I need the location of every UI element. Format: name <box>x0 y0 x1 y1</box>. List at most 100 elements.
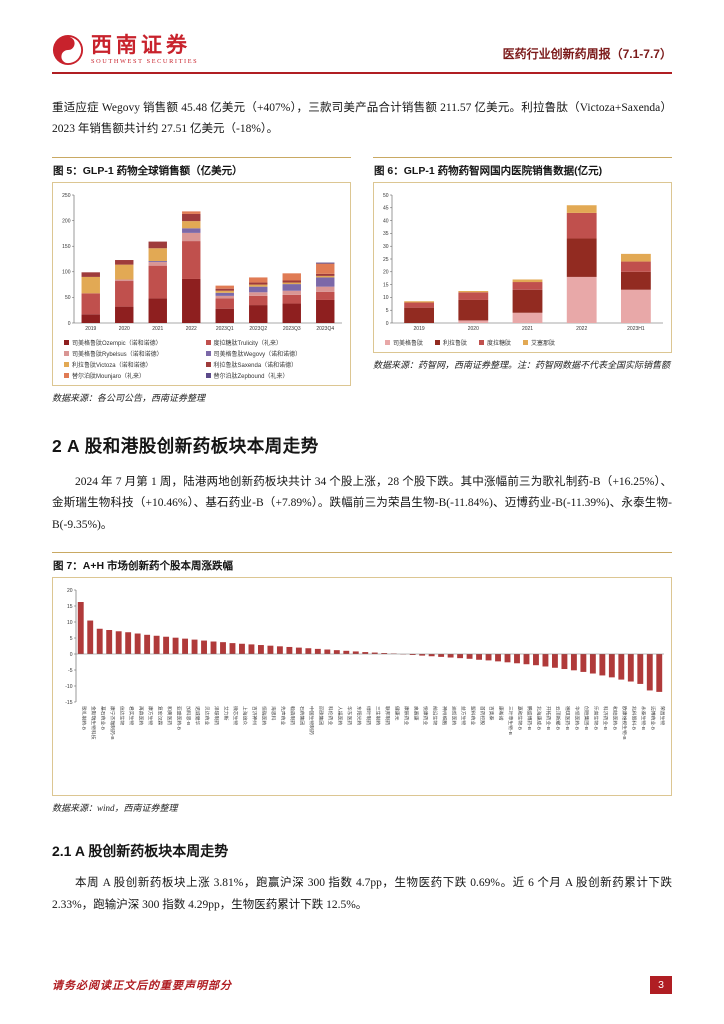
logo-name-en: SOUTHWEST SECURITIES <box>91 57 199 65</box>
svg-text:奥赛康: 奥赛康 <box>412 706 419 721</box>
svg-text:2020: 2020 <box>119 326 130 332</box>
svg-text:2019: 2019 <box>85 326 96 332</box>
legend-swatch <box>205 339 211 345</box>
svg-text:康希诺: 康希诺 <box>498 706 505 721</box>
legend-swatch <box>205 350 211 356</box>
svg-text:40: 40 <box>383 218 389 224</box>
svg-text:百奥泰: 百奥泰 <box>488 706 495 721</box>
legend-swatch <box>64 372 69 378</box>
page-header: 西南证券 SOUTHWEST SECURITIES 医药行业创新药周报（7.1-… <box>52 34 672 66</box>
figure7-chart: 20 15 10 5 0 -5 -10 -15 歌礼制药-B 金斯瑞生物科技 基石药业-B 康宁杰瑞制… <box>65 588 666 740</box>
figure5-frame: 0 50 100 150 200 250 2019 2020 2021 2022 2023Q1 202… <box>52 181 351 386</box>
legend-item: 司美格鲁肽Rybelsus（诺和诺德） <box>64 349 198 358</box>
header-divider <box>52 72 672 74</box>
legend-label: 司美格鲁肽Ozempic（诺和诺德） <box>72 340 162 347</box>
svg-text:20: 20 <box>67 588 73 594</box>
svg-text:2023H1: 2023H1 <box>627 326 645 332</box>
svg-text:-5: -5 <box>68 668 73 674</box>
svg-text:恒瑞医药: 恒瑞医药 <box>261 706 268 725</box>
legend-label: 利拉鲁肽Victoza（诺和诺德） <box>72 362 152 369</box>
svg-text:腾盛博药-B: 腾盛博药-B <box>526 706 533 730</box>
figure-7: 图 7：A+H 市场创新药个股本周涨跌幅 20 15 10 5 0 -5 -10 -15 歌礼制… <box>52 551 672 816</box>
figure7-source-note: 数据来源：wind，西南证券整理 <box>52 802 178 813</box>
figure5-title: 图 5：GLP-1 药物全球销售额（亿美元） <box>52 156 351 182</box>
svg-text:康宁杰瑞制药-B: 康宁杰瑞制药-B <box>109 706 116 740</box>
svg-text:三叶草生物-B: 三叶草生物-B <box>507 706 514 735</box>
svg-text:神州细胞: 神州细胞 <box>441 706 448 725</box>
svg-text:30: 30 <box>383 244 389 250</box>
svg-text:2023Q3: 2023Q3 <box>283 326 301 332</box>
legend-swatch <box>479 339 485 345</box>
company-logo: 西南证券 SOUTHWEST SECURITIES <box>52 34 198 66</box>
svg-text:丽珠集团: 丽珠集团 <box>318 706 325 725</box>
svg-text:艾力斯: 艾力斯 <box>223 706 230 721</box>
legend-swatch <box>435 339 441 345</box>
svg-text:创胜集团-B: 创胜集团-B <box>583 706 590 730</box>
svg-text:150: 150 <box>62 244 71 250</box>
svg-text:2020: 2020 <box>468 326 479 332</box>
svg-text:君实生物: 君实生物 <box>128 706 135 725</box>
figure6-source-note: 数据来源：药智网，西南证券整理。注：药智网数据不代表全国实际销售额 <box>373 359 671 370</box>
svg-text:首药控股: 首药控股 <box>479 706 486 725</box>
svg-text:15: 15 <box>67 604 73 610</box>
page-number-badge: 3 <box>650 976 672 994</box>
legend-label: 度拉糖肽Trulicity（礼来） <box>213 340 282 347</box>
figure5-chart: 0 50 100 150 200 250 2019 2020 2021 2022 2023Q1 202… <box>62 192 342 332</box>
legend-item: 度拉糖肽Trulicity（礼来） <box>205 338 340 347</box>
svg-text:北海康成-B: 北海康成-B <box>536 706 543 730</box>
svg-text:20: 20 <box>383 269 389 275</box>
svg-text:海思科: 海思科 <box>270 706 277 721</box>
svg-text:2019: 2019 <box>414 326 425 332</box>
figure7-title: 图 7：A+H 市场创新药个股本周涨跌幅 <box>52 551 672 577</box>
svg-text:2022: 2022 <box>576 326 587 332</box>
svg-text:悦康药业: 悦康药业 <box>422 706 429 725</box>
svg-text:基石药业-B: 基石药业-B <box>99 706 106 730</box>
svg-text:35: 35 <box>383 231 389 237</box>
svg-text:5: 5 <box>70 636 73 642</box>
legend-label: 艾塞那肽 <box>531 340 556 347</box>
section2-heading: 2 A 股和港股创新药板块本周走势 <box>52 436 319 457</box>
svg-text:康辰药业: 康辰药业 <box>403 706 410 725</box>
figures-row: 图 5：GLP-1 药物全球销售额（亿美元） 0 50 100 150 200 250 20… <box>52 156 672 406</box>
svg-text:5: 5 <box>386 308 389 314</box>
legend-swatch <box>205 361 211 367</box>
svg-text:健康元: 健康元 <box>393 706 400 721</box>
svg-text:和黄医药: 和黄医药 <box>166 706 173 725</box>
section2-paragraph: 2024 年 7 月第 1 周，陆港两地创新药板块共计 34 个股上涨，28 个… <box>52 476 672 531</box>
svg-text:兆科眼科-B: 兆科眼科-B <box>631 706 638 730</box>
svg-text:人福医药: 人福医药 <box>337 706 344 725</box>
svg-text:德琪医药-B: 德琪医药-B <box>564 706 571 730</box>
figure6-chart: 0 5 10 15 20 25 30 35 40 45 50 2019 2020 2021 2022 2023… <box>383 192 663 332</box>
legend-label: 替尔泊肽Zepbound（礼来） <box>213 373 289 380</box>
svg-text:0: 0 <box>70 652 73 658</box>
svg-text:-10: -10 <box>65 684 72 690</box>
svg-text:0: 0 <box>68 320 71 326</box>
figure-6: 图 6：GLP-1 药物药智网国内医院销售数据(亿元) 0 5 10 15 20 25 30… <box>373 156 672 406</box>
svg-text:金斯瑞生物科技: 金斯瑞生物科技 <box>90 706 97 740</box>
legend-swatch <box>523 339 529 345</box>
legend-item: 利拉鲁肽 <box>435 338 467 347</box>
svg-text:100: 100 <box>62 269 71 275</box>
svg-text:华领医药-B: 华领医药-B <box>574 706 581 730</box>
figure6-title: 图 6：GLP-1 药物药智网国内医院销售数据(亿元) <box>373 156 672 182</box>
svg-text:东阳光药: 东阳光药 <box>355 706 362 725</box>
legend-swatch <box>64 361 69 367</box>
svg-text:2021: 2021 <box>152 326 163 332</box>
legend-label: 度拉糖肽 <box>487 340 512 347</box>
figure6-legend: 司美格鲁肽 利拉鲁肽 度拉糖肽 艾塞那肽 <box>377 335 668 349</box>
legend-swatch <box>385 339 390 345</box>
section21-paragraph: 本周 A 股创新药板块上涨 3.81%，跑赢沪深 300 指数 4.7pp，生物… <box>52 877 672 911</box>
intro-paragraph: 重适应症 Wegovy 销售额 45.48 亿美元（+407%），三款司美产品合… <box>52 102 672 136</box>
svg-text:2023Q1: 2023Q1 <box>216 326 234 332</box>
svg-text:华东医药: 华东医药 <box>346 706 353 725</box>
svg-text:亚盛医药-B: 亚盛医药-B <box>175 706 182 730</box>
logo-text: 西南证券 SOUTHWEST SECURITIES <box>91 34 199 65</box>
svg-text:微芯生物: 微芯生物 <box>232 706 239 725</box>
svg-text:上海谊众: 上海谊众 <box>242 706 249 725</box>
svg-text:翰森制药: 翰森制药 <box>289 706 296 725</box>
figure5-legend: 司美格鲁肽Ozempic（诺和诺德） 度拉糖肽Trulicity（礼来） 司美格鲁肽… <box>56 335 347 382</box>
svg-text:云顶新耀-B: 云顶新耀-B <box>555 706 562 730</box>
svg-text:15: 15 <box>383 282 389 288</box>
svg-text:复宏汉霖: 复宏汉霖 <box>156 706 163 725</box>
svg-text:和铂医药-B: 和铂医药-B <box>612 706 619 730</box>
